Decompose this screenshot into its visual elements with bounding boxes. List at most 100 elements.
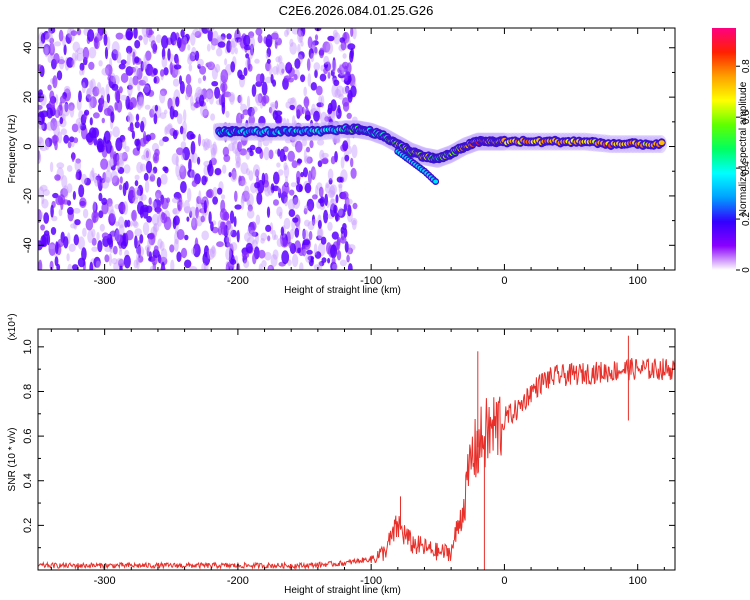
noise-blob xyxy=(153,223,160,233)
y-axis-multiplier: (x10⁴) xyxy=(7,313,18,340)
noise-blob xyxy=(162,136,169,142)
noise-blob xyxy=(265,61,271,72)
noise-blob xyxy=(330,198,335,204)
noise-blob xyxy=(38,150,41,164)
noise-blob xyxy=(188,64,193,72)
noise-blob xyxy=(50,117,58,131)
noise-blob xyxy=(140,194,147,201)
branch-point xyxy=(433,179,438,184)
noise-blob xyxy=(40,224,45,231)
noise-blob xyxy=(39,211,44,219)
noise-blob xyxy=(247,106,255,117)
noise-blob xyxy=(154,104,159,112)
noise-blob xyxy=(166,197,171,203)
noise-blob xyxy=(48,242,57,256)
noise-blob xyxy=(58,56,65,70)
noise-blob xyxy=(337,208,346,218)
noise-blob xyxy=(91,210,99,223)
noise-blob xyxy=(294,227,300,238)
noise-blob xyxy=(172,130,178,140)
noise-blob xyxy=(229,93,235,105)
noise-blob xyxy=(101,178,110,189)
noise-blob xyxy=(159,90,166,104)
noise-blob xyxy=(241,251,250,259)
noise-blob xyxy=(229,40,236,55)
noise-blob xyxy=(38,259,43,270)
noise-blob xyxy=(142,207,149,219)
noise-blob xyxy=(51,135,59,144)
noise-blob xyxy=(227,143,235,152)
noise-blob xyxy=(265,34,273,48)
noise-blob xyxy=(176,147,184,156)
noise-blob xyxy=(214,86,221,99)
noise-blob xyxy=(107,75,113,82)
noise-blob xyxy=(206,43,211,52)
noise-blob xyxy=(198,133,201,147)
noise-blob xyxy=(138,196,143,203)
noise-blob xyxy=(86,88,93,99)
noise-blob xyxy=(222,146,230,157)
noise-blob xyxy=(62,185,69,199)
noise-blob xyxy=(342,97,350,107)
noise-blob xyxy=(106,93,111,104)
noise-blob xyxy=(169,244,175,253)
noise-blob xyxy=(297,247,301,254)
noise-blob xyxy=(251,106,258,113)
noise-blob xyxy=(142,131,147,145)
noise-blob xyxy=(167,48,171,61)
noise-blob xyxy=(240,196,245,210)
noise-blob xyxy=(72,190,76,200)
noise-blob xyxy=(308,230,313,241)
noise-blob xyxy=(344,85,350,94)
noise-blob xyxy=(285,101,291,109)
noise-blob xyxy=(278,55,283,64)
noise-blob xyxy=(230,37,238,48)
noise-blob xyxy=(145,160,153,174)
noise-blob xyxy=(351,219,357,230)
noise-blob xyxy=(231,140,240,154)
noise-blob xyxy=(97,173,101,188)
noise-blob xyxy=(138,96,145,108)
noise-blob xyxy=(38,104,43,111)
noise-blob xyxy=(112,245,118,255)
noise-blob xyxy=(303,86,308,97)
noise-blob xyxy=(62,103,70,117)
noise-blob xyxy=(225,247,232,261)
noise-blob xyxy=(352,28,357,40)
noise-blob xyxy=(74,50,79,61)
noise-blob xyxy=(134,39,141,49)
noise-blob xyxy=(118,86,123,94)
noise-blob xyxy=(344,73,349,82)
noise-blob xyxy=(78,90,82,103)
noise-blob xyxy=(139,94,144,107)
noise-blob xyxy=(129,97,137,108)
noise-blob xyxy=(116,258,124,264)
noise-blob xyxy=(274,114,282,125)
noise-blob xyxy=(197,89,204,96)
noise-blob xyxy=(59,117,64,125)
y-tick-label: 0 xyxy=(22,143,34,149)
noise-blob xyxy=(98,192,103,202)
noise-blob xyxy=(266,58,271,64)
noise-blob xyxy=(220,69,229,84)
noise-blob xyxy=(216,241,224,248)
noise-blob xyxy=(45,138,50,151)
noise-blob xyxy=(148,232,156,246)
noise-blob xyxy=(300,74,306,83)
noise-blob xyxy=(264,251,272,261)
noise-blob xyxy=(82,208,89,219)
noise-blob xyxy=(344,154,350,162)
noise-blob xyxy=(155,189,162,199)
noise-blob xyxy=(73,207,81,214)
noise-blob xyxy=(329,184,337,196)
noise-blob xyxy=(88,61,95,70)
noise-blob xyxy=(210,143,218,156)
noise-blob xyxy=(68,102,75,111)
noise-blob xyxy=(230,258,237,265)
noise-blob xyxy=(202,75,207,81)
noise-blob xyxy=(324,116,330,122)
noise-blob xyxy=(334,88,342,99)
noise-blob xyxy=(226,234,231,248)
noise-blob xyxy=(46,121,54,131)
noise-blob xyxy=(223,91,232,98)
